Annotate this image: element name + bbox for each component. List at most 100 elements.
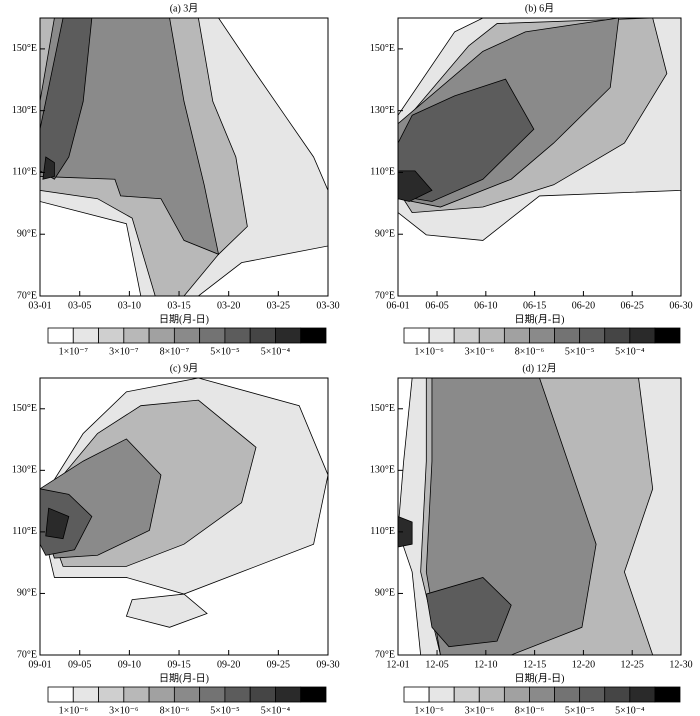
y-tick-label: 90°E — [375, 229, 395, 240]
x-tick-label: 06-25 — [621, 300, 644, 311]
plot-frame — [39, 377, 329, 656]
plot-frame — [397, 17, 682, 297]
colorbar-swatch — [604, 686, 631, 703]
x-tick-label: 06-10 — [474, 300, 497, 311]
contour-region — [125, 593, 208, 628]
colorbar-swatch — [123, 327, 150, 344]
colorbar-label: 5×10⁻⁵ — [210, 705, 239, 716]
x-tick-label: 12-25 — [621, 659, 644, 670]
panel: (d) 12月 12-01 12-05 12-10 12-15 12-20 12-25 12-… — [370, 362, 693, 716]
x-tick-label: 09-25 — [267, 659, 290, 670]
colorbar-swatch — [123, 686, 150, 703]
y-tick-label: 150°E — [370, 403, 395, 414]
colorbar-swatch — [529, 327, 555, 344]
y-tick-label: 110°E — [370, 167, 395, 178]
y-tick-label: 130°E — [370, 105, 395, 116]
panel-title: (b) 6月 — [525, 2, 554, 14]
colorbar-label: 3×10⁻⁶ — [465, 705, 495, 716]
colorbar-swatch — [654, 686, 681, 703]
panel-title: (c) 9月 — [170, 362, 199, 374]
colorbar-label: 5×10⁻⁴ — [261, 705, 291, 716]
colorbar-swatch — [629, 327, 656, 344]
colorbar-label: 8×10⁻⁶ — [160, 705, 190, 716]
colorbar-swatch — [275, 327, 302, 344]
colorbar-swatch — [654, 327, 681, 344]
x-tick-label: 03-10 — [118, 300, 141, 311]
x-tick-label: 03-01 — [28, 300, 51, 311]
colorbar-swatch — [579, 327, 606, 344]
panel-title: (a) 3月 — [170, 2, 199, 14]
y-tick-label: 90°E — [375, 588, 395, 599]
colorbar-swatch — [249, 327, 276, 344]
colorbar-label: 5×10⁻⁴ — [261, 346, 291, 357]
x-tick-label: 06-30 — [669, 300, 692, 311]
colorbar-swatch — [554, 686, 581, 703]
colorbar-label: 8×10⁻⁷ — [160, 346, 190, 357]
colorbar-label: 1×10⁻⁶ — [414, 346, 444, 357]
x-tick-label: 12-20 — [572, 659, 595, 670]
x-tick-label: 09-20 — [217, 659, 240, 670]
x-tick-label: 06-15 — [523, 300, 546, 311]
x-tick-label: 12-15 — [523, 659, 546, 670]
colorbar-label: 1×10⁻⁶ — [59, 705, 89, 716]
colorbar-swatch — [249, 686, 276, 703]
x-tick-label: 06-01 — [386, 300, 409, 311]
x-tick-label: 09-01 — [28, 659, 51, 670]
x-axis-label: 日期(月-日) — [159, 672, 209, 684]
x-tick-label: 09-10 — [118, 659, 141, 670]
colorbar-swatch — [300, 327, 327, 344]
colorbar-swatch — [428, 686, 455, 703]
y-tick-label: 130°E — [12, 465, 37, 476]
colorbar-swatch — [72, 686, 99, 703]
colorbar-swatch — [403, 327, 430, 344]
colorbar-swatch — [453, 327, 480, 344]
colorbar-label: 5×10⁻⁵ — [210, 346, 239, 357]
colorbar-swatch — [604, 327, 631, 344]
x-axis-label: 日期(月-日) — [515, 672, 565, 684]
colorbar-label: 8×10⁻⁶ — [515, 705, 545, 716]
colorbar-swatch — [199, 327, 226, 344]
y-tick-label: 70°E — [17, 649, 37, 660]
colorbar-swatch — [579, 686, 606, 703]
y-tick-label: 70°E — [17, 290, 37, 301]
colorbar-label: 5×10⁻⁵ — [565, 346, 594, 357]
x-tick-label: 03-15 — [167, 300, 190, 311]
y-tick-label: 150°E — [12, 43, 37, 54]
colorbar-label: 3×10⁻⁶ — [109, 705, 139, 716]
plot-frame — [397, 377, 682, 656]
y-tick-label: 70°E — [375, 290, 395, 301]
colorbar-swatch — [275, 686, 302, 703]
colorbar-label: 5×10⁻⁴ — [615, 705, 645, 716]
colorbar-swatch — [478, 686, 505, 703]
y-tick-label: 70°E — [375, 649, 395, 660]
colorbar-label: 5×10⁻⁵ — [565, 705, 594, 716]
colorbar-swatch — [224, 327, 251, 344]
x-tick-label: 09-30 — [316, 659, 339, 670]
colorbar-swatch — [554, 327, 581, 344]
colorbar-label: 1×10⁻⁷ — [59, 346, 89, 357]
panel: (c) 9月 09-01 09-05 09-10 09-15 09-20 09-25 09-3… — [12, 362, 340, 716]
colorbar-label: 3×10⁻⁶ — [465, 346, 495, 357]
colorbar-swatch — [47, 327, 74, 344]
x-tick-label: 03-25 — [267, 300, 290, 311]
colorbar-swatch — [478, 327, 505, 344]
x-tick-label: 09-15 — [167, 659, 190, 670]
x-tick-label: 06-05 — [425, 300, 448, 311]
x-tick-label: 03-20 — [217, 300, 240, 311]
colorbar-swatch — [453, 686, 480, 703]
colorbar-label: 8×10⁻⁶ — [515, 346, 545, 357]
y-tick-label: 110°E — [12, 526, 37, 537]
colorbar-swatch — [148, 686, 175, 703]
colorbar-swatch — [503, 686, 530, 703]
colorbar-swatch — [300, 686, 327, 703]
y-tick-label: 90°E — [17, 588, 37, 599]
panel: (a) 3月 03-01 03-05 03-10 03-15 03-20 03-25 03-3… — [12, 2, 340, 357]
colorbar-swatch — [529, 686, 555, 703]
x-tick-label: 09-05 — [68, 659, 91, 670]
x-tick-label: 03-30 — [316, 300, 339, 311]
colorbar-label: 3×10⁻⁷ — [109, 346, 139, 357]
y-tick-label: 150°E — [370, 43, 395, 54]
colorbar-swatch — [173, 327, 201, 344]
panel-title: (d) 12月 — [522, 362, 556, 374]
